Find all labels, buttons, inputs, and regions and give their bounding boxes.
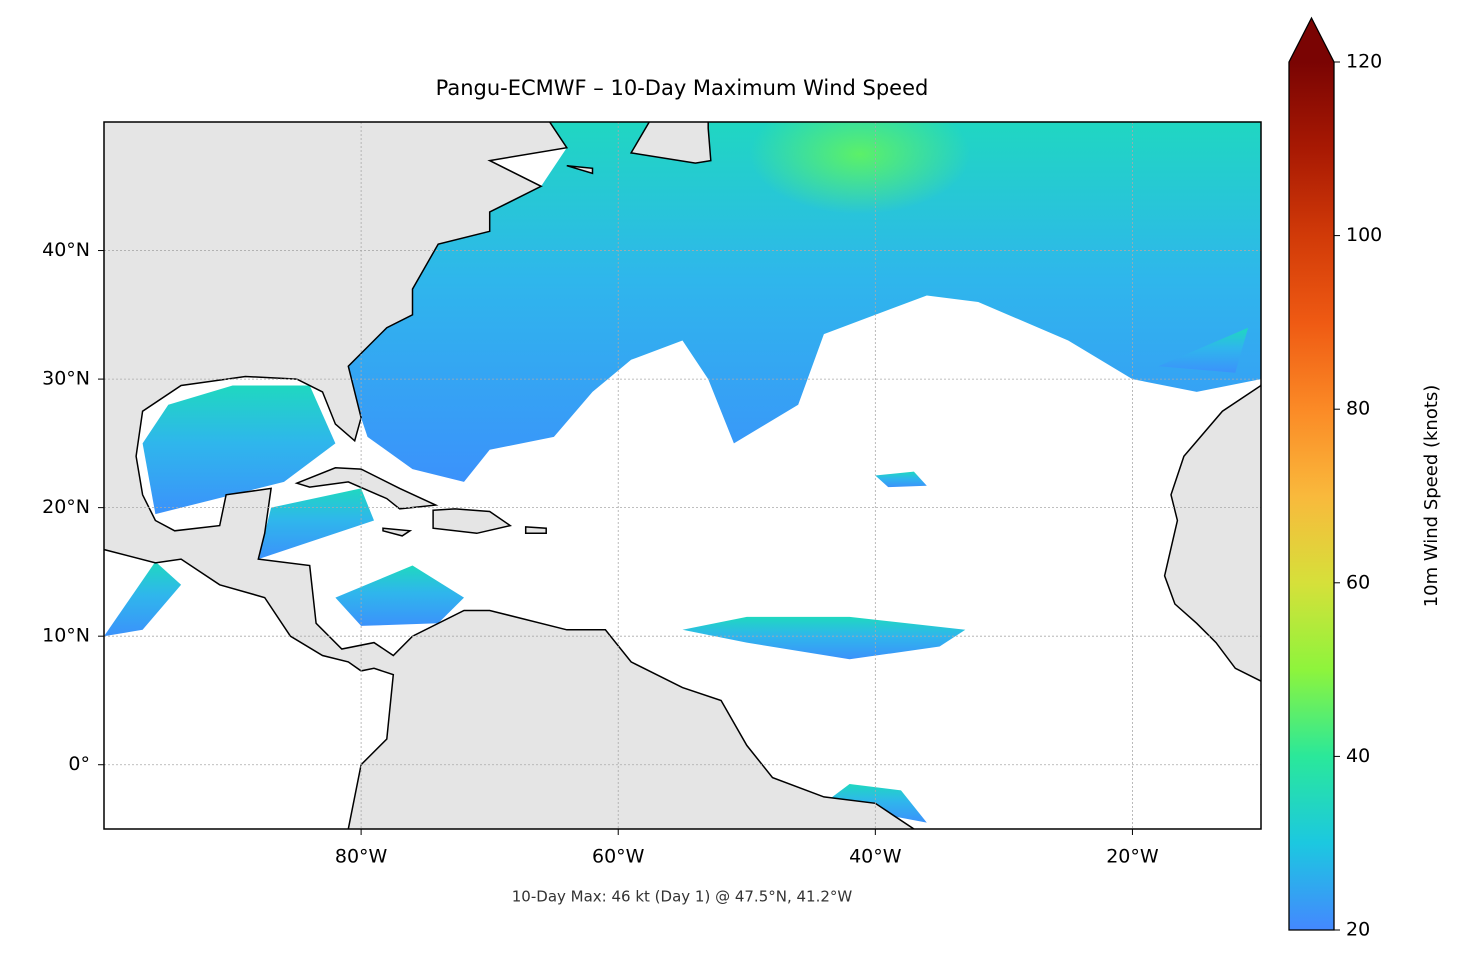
land (432, 508, 513, 535)
wind-field (875, 471, 927, 488)
wind-field (1158, 327, 1249, 373)
colorbar (1289, 62, 1334, 930)
land (382, 527, 413, 537)
wind-field (682, 616, 966, 660)
y-tick-label: 30°N (42, 368, 90, 390)
x-tick-label: 20°W (1106, 846, 1159, 868)
land (294, 467, 439, 510)
colorbar-label: 10m Wind Speed (knots) (1421, 385, 1442, 608)
wind-field (104, 561, 182, 637)
y-tick-label: 10°N (42, 625, 90, 647)
wind-maximum-area (749, 122, 970, 215)
annotation: 10-Day Max: 46 kt (Day 1) @ 47.5°N, 41.2… (512, 888, 853, 906)
x-tick-label: 60°W (592, 846, 645, 868)
y-tick-label: 0° (68, 753, 90, 775)
map-area (104, 122, 1261, 829)
colorbar-tick-label: 80 (1346, 398, 1370, 420)
wind-field (335, 565, 464, 626)
land (104, 122, 915, 829)
colorbar-tick-label: 120 (1346, 51, 1382, 73)
land (1163, 379, 1261, 682)
colorbar-tick-label: 20 (1346, 919, 1370, 941)
land (524, 526, 547, 535)
land (629, 122, 712, 164)
plot-frame (103, 121, 1262, 830)
wind-field (142, 385, 336, 515)
y-tick-label: 20°N (42, 496, 90, 518)
colorbar-tick-label: 60 (1346, 571, 1370, 593)
colorbar-extend (1289, 18, 1334, 62)
colorbar-outline (1288, 16, 1335, 931)
x-tick-label: 40°W (849, 846, 902, 868)
y-tick-label: 40°N (42, 239, 90, 261)
chart-title: Pangu-ECMWF – 10-Day Maximum Wind Speed (436, 76, 929, 100)
wind-field (348, 122, 1261, 482)
colorbar-tick-label: 40 (1346, 745, 1370, 767)
colorbar-tick-label: 100 (1346, 224, 1382, 246)
wind-field (258, 488, 374, 560)
x-tick-label: 80°W (335, 846, 388, 868)
land (566, 164, 594, 175)
